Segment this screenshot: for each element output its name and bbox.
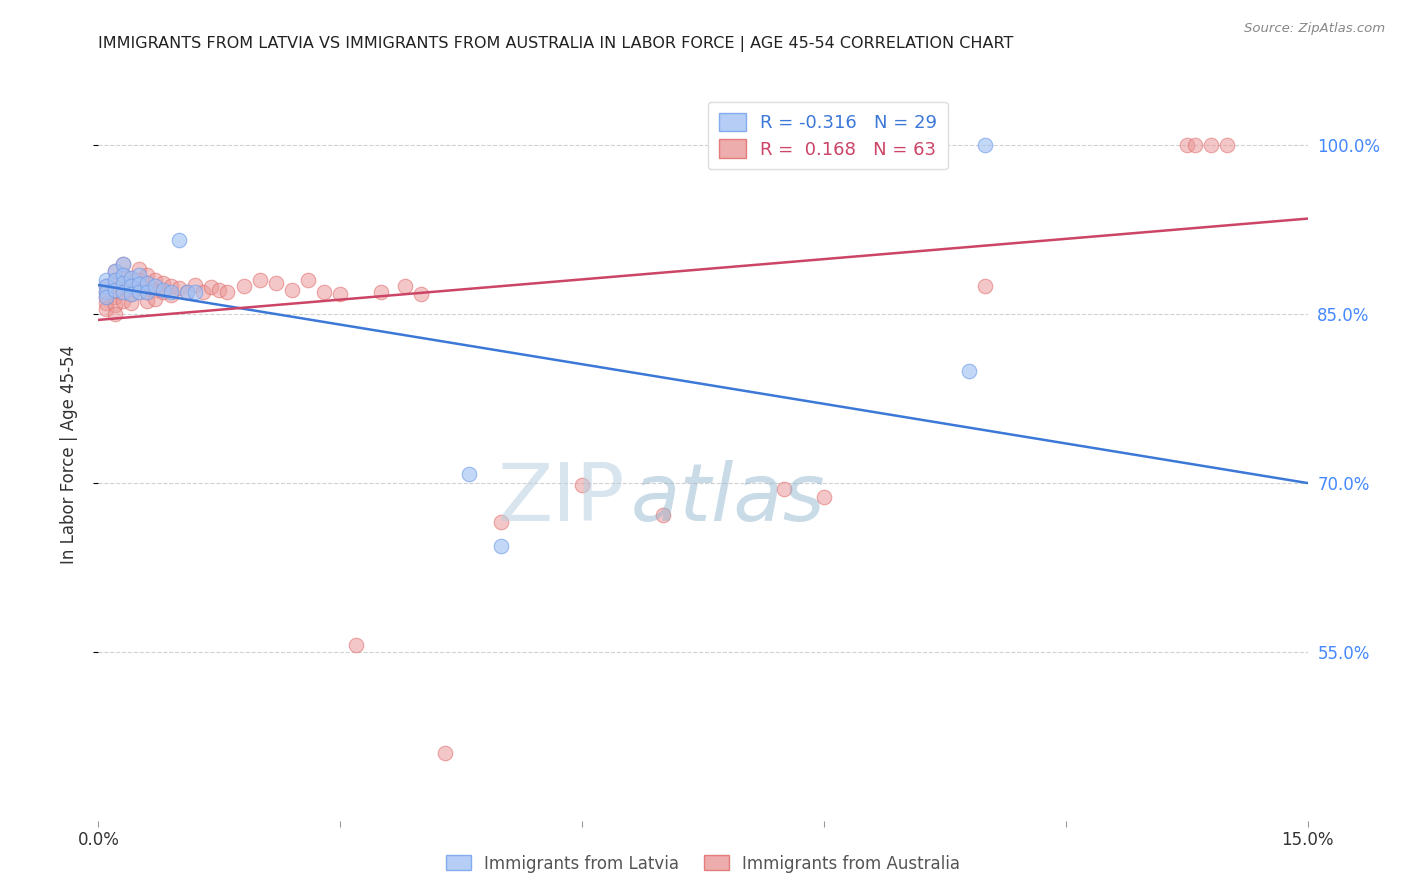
Point: [200, 280, 222, 294]
Point: [103, 273, 125, 287]
Point: [458, 467, 481, 481]
Point: [103, 273, 125, 287]
Point: [184, 278, 207, 293]
Point: [135, 293, 157, 308]
Point: [143, 292, 166, 306]
Point: [128, 262, 150, 277]
Point: [96, 296, 118, 310]
Point: [772, 482, 794, 496]
Point: [135, 285, 157, 299]
Point: [651, 508, 673, 522]
Point: [491, 539, 513, 553]
Point: [1199, 138, 1222, 153]
Point: [1175, 138, 1198, 153]
Point: [434, 746, 457, 760]
Point: [111, 276, 134, 290]
Point: [176, 285, 198, 299]
Point: [96, 290, 118, 304]
Point: [103, 298, 125, 312]
Point: [103, 264, 125, 278]
Point: [111, 268, 134, 282]
Point: [249, 273, 271, 287]
Point: [281, 283, 304, 297]
Point: [143, 273, 166, 287]
Point: [96, 285, 118, 299]
Text: atlas: atlas: [630, 459, 825, 538]
Point: [409, 287, 432, 301]
Point: [111, 257, 134, 271]
Point: [135, 268, 157, 282]
Point: [167, 233, 190, 247]
Point: [96, 279, 118, 293]
Text: ZIP: ZIP: [498, 459, 624, 538]
Point: [167, 281, 190, 295]
Point: [1184, 138, 1206, 153]
Point: [135, 285, 157, 299]
Point: [96, 279, 118, 293]
Point: [111, 276, 134, 290]
Point: [111, 285, 134, 299]
Point: [184, 285, 207, 299]
Point: [128, 268, 150, 282]
Point: [120, 271, 142, 285]
Point: [120, 279, 142, 293]
Point: [264, 276, 287, 290]
Point: [571, 478, 593, 492]
Point: [111, 293, 134, 308]
Point: [160, 279, 183, 293]
Point: [96, 273, 118, 287]
Point: [344, 638, 367, 652]
Point: [143, 279, 166, 293]
Point: [96, 285, 118, 299]
Point: [370, 285, 392, 299]
Point: [120, 271, 142, 285]
Point: [111, 268, 134, 282]
Point: [232, 279, 254, 293]
Point: [111, 257, 134, 271]
Point: [96, 301, 118, 316]
Point: [135, 276, 157, 290]
Point: [128, 273, 150, 287]
Point: [974, 279, 997, 293]
Point: [103, 290, 125, 304]
Point: [957, 363, 980, 377]
Point: [297, 273, 319, 287]
Point: [96, 290, 118, 304]
Text: Source: ZipAtlas.com: Source: ZipAtlas.com: [1244, 22, 1385, 36]
Point: [143, 283, 166, 297]
Point: [128, 285, 150, 299]
Point: [120, 296, 142, 310]
Text: IMMIGRANTS FROM LATVIA VS IMMIGRANTS FROM AUSTRALIA IN LABOR FORCE | AGE 45-54 C: IMMIGRANTS FROM LATVIA VS IMMIGRANTS FRO…: [98, 36, 1014, 52]
Point: [329, 287, 352, 301]
Point: [314, 285, 336, 299]
Point: [1216, 138, 1239, 153]
Point: [111, 285, 134, 299]
Point: [813, 490, 835, 504]
Point: [103, 264, 125, 278]
Point: [128, 277, 150, 291]
Point: [160, 288, 183, 302]
Point: [103, 283, 125, 297]
Legend: Immigrants from Latvia, Immigrants from Australia: Immigrants from Latvia, Immigrants from …: [439, 848, 967, 880]
Point: [974, 138, 997, 153]
Point: [120, 279, 142, 293]
Point: [152, 285, 174, 299]
Point: [491, 516, 513, 530]
Point: [152, 276, 174, 290]
Point: [208, 283, 231, 297]
Point: [160, 285, 183, 299]
Point: [217, 285, 239, 299]
Point: [120, 287, 142, 301]
Point: [193, 285, 215, 299]
Point: [152, 283, 174, 297]
Point: [135, 276, 157, 290]
Point: [394, 279, 416, 293]
Point: [120, 287, 142, 301]
Point: [176, 285, 198, 299]
Y-axis label: In Labor Force | Age 45-54: In Labor Force | Age 45-54: [59, 345, 77, 565]
Point: [128, 285, 150, 299]
Legend: R = -0.316   N = 29, R =  0.168   N = 63: R = -0.316 N = 29, R = 0.168 N = 63: [707, 102, 948, 169]
Point: [103, 307, 125, 321]
Point: [103, 283, 125, 297]
